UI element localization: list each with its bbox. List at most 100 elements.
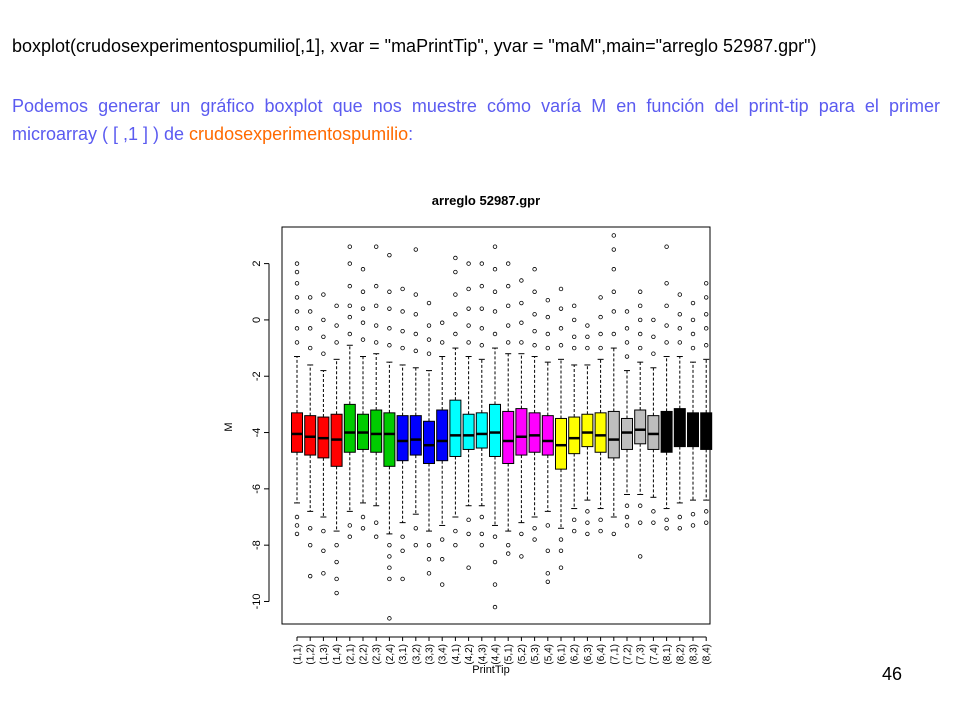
outlier-point xyxy=(453,292,458,297)
outlier-point xyxy=(611,531,616,537)
outlier-point xyxy=(611,289,616,294)
outlier-point xyxy=(321,317,326,323)
outlier-point xyxy=(690,345,696,351)
box-body xyxy=(475,412,488,449)
boxplot-chart: arreglo 52987.gpr -10-8-6-4-202 (1,1) (1,… xyxy=(205,185,735,685)
outlier-point xyxy=(651,351,656,356)
box-(7,3) xyxy=(634,289,647,559)
page-number: 46 xyxy=(882,664,903,684)
outlier-point xyxy=(624,309,630,314)
box-(2,2) xyxy=(357,267,369,531)
outlier-point xyxy=(704,295,709,300)
outlier-point xyxy=(294,261,300,266)
outlier-point xyxy=(400,534,405,539)
outlier-point xyxy=(360,289,366,294)
outlier-point xyxy=(439,320,445,325)
outlier-point xyxy=(334,590,339,596)
outlier-point xyxy=(400,328,405,334)
box-body xyxy=(462,413,475,450)
outlier-point xyxy=(558,286,564,292)
box-(6,1) xyxy=(555,286,567,570)
box-series xyxy=(291,233,713,621)
outlier-point xyxy=(585,323,590,328)
outlier-point xyxy=(506,340,511,345)
x-tick-label: (3,3) xyxy=(425,644,436,665)
outlier-point xyxy=(624,354,630,359)
outlier-point xyxy=(704,312,709,317)
outlier-point xyxy=(638,289,643,294)
outlier-point xyxy=(479,542,484,548)
box-(6,3) xyxy=(581,323,594,537)
outlier-point xyxy=(347,331,352,337)
outlier-point xyxy=(651,334,656,340)
x-tick-label: (6,1) xyxy=(557,644,568,665)
x-tick-label: (8,3) xyxy=(689,644,700,665)
outlier-point xyxy=(558,565,564,570)
outlier-point xyxy=(585,509,590,514)
outlier-point xyxy=(294,309,300,314)
outlier-point xyxy=(479,283,484,289)
box-body xyxy=(436,409,449,462)
outlier-point xyxy=(387,565,392,570)
outlier-point xyxy=(638,520,643,525)
outlier-point xyxy=(360,514,366,520)
outlier-point xyxy=(492,534,498,539)
box-(6,4) xyxy=(594,295,607,534)
outlier-point xyxy=(373,534,379,539)
outlier-point xyxy=(545,571,550,576)
outlier-point xyxy=(479,531,484,537)
box-body xyxy=(555,417,567,470)
x-tick-label: (1,1) xyxy=(293,644,304,665)
description-text: Podemos generar un gráfico boxplot que n… xyxy=(12,92,940,148)
x-tick-label: (5,4) xyxy=(543,644,554,665)
outlier-point xyxy=(704,520,709,525)
outlier-point xyxy=(519,320,524,325)
y-tick-label: -4 xyxy=(251,428,263,438)
box-body xyxy=(515,408,528,456)
outlier-point xyxy=(545,548,550,553)
box-body xyxy=(528,412,541,453)
y-axis-label: M xyxy=(223,422,235,431)
outlier-point xyxy=(400,309,405,314)
outlier-point xyxy=(453,269,458,275)
outlier-point xyxy=(453,331,458,337)
outlier-point xyxy=(426,323,432,328)
outlier-point xyxy=(413,312,418,317)
outlier-point xyxy=(545,345,550,351)
box-body xyxy=(581,413,594,448)
outlier-point xyxy=(585,520,590,525)
outlier-point xyxy=(426,351,432,356)
outlier-point xyxy=(373,520,379,525)
outlier-point xyxy=(624,523,630,528)
box-(8,2) xyxy=(673,292,686,531)
outlier-point xyxy=(334,323,339,328)
outlier-point xyxy=(426,542,432,548)
outlier-point xyxy=(585,345,590,351)
outlier-point xyxy=(624,503,630,508)
outlier-point xyxy=(321,571,326,576)
outlier-point xyxy=(439,582,445,587)
x-tick-label: (5,3) xyxy=(530,644,541,665)
box-(2,3) xyxy=(370,244,383,539)
outlier-point xyxy=(677,514,682,520)
outlier-point xyxy=(611,331,616,337)
y-axis: -10 -8 -6 -4 -2 0 2 xyxy=(251,261,270,609)
outlier-point xyxy=(307,345,313,351)
description-highlight: crudosexperimentospumilio xyxy=(189,124,409,144)
outlier-point xyxy=(572,334,577,340)
outlier-point xyxy=(400,345,405,351)
outlier-point xyxy=(347,534,352,539)
outlier-point xyxy=(294,281,300,286)
outlier-point xyxy=(294,514,300,520)
outlier-point xyxy=(572,517,577,523)
outlier-point xyxy=(611,247,616,252)
x-tick-label: (7,4) xyxy=(649,644,660,665)
box-(4,3) xyxy=(475,261,488,548)
outlier-point xyxy=(506,283,511,289)
outlier-point xyxy=(387,542,392,548)
outlier-point xyxy=(545,314,550,320)
x-tick-label: (8,4) xyxy=(702,644,713,665)
outlier-point xyxy=(598,314,603,320)
box-(5,2) xyxy=(515,278,528,559)
outlier-point xyxy=(400,548,405,553)
